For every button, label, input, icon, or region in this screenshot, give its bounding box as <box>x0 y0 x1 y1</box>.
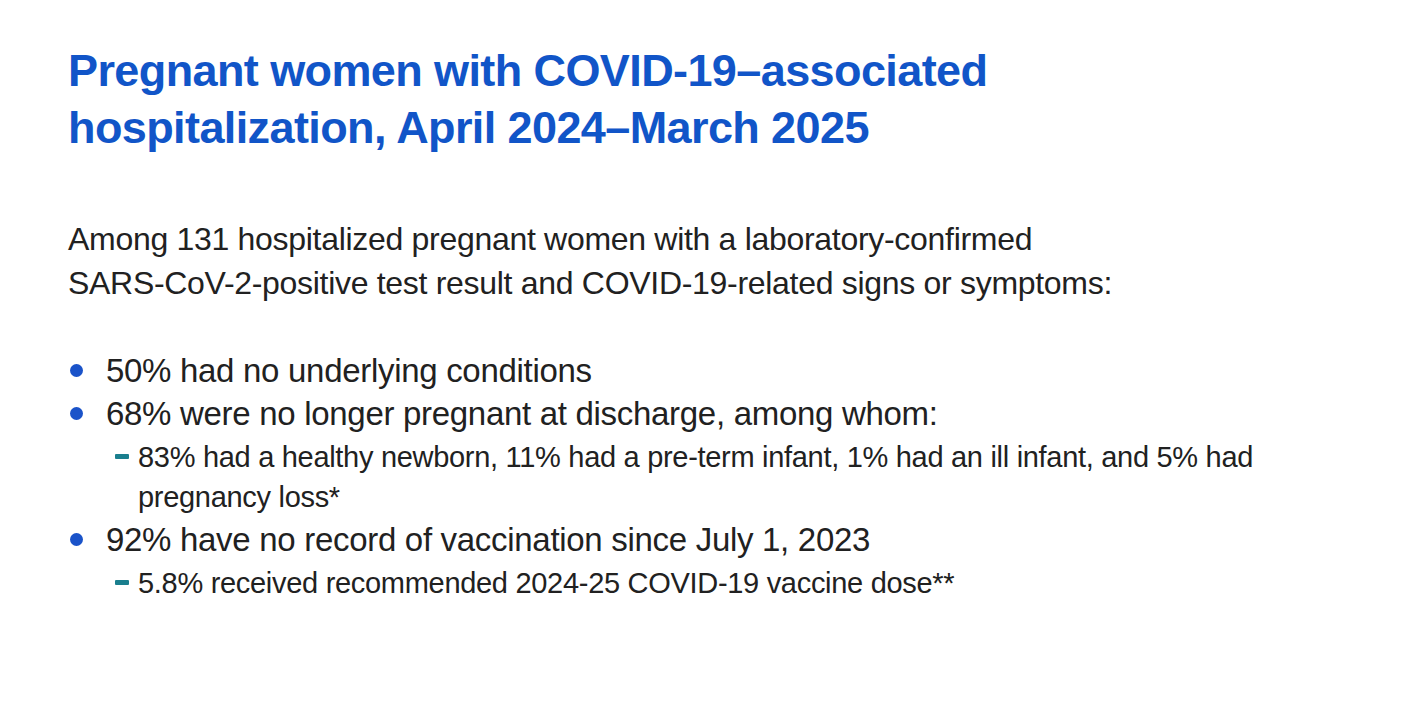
slide-title-line-2: hospitalization, April 2024–March 2025 <box>68 99 1364 156</box>
sub-bullet-text: 83% had a healthy newborn, 11% had a pre… <box>138 437 1323 517</box>
intro-line-1: Among 131 hospitalized pregnant women wi… <box>68 217 1364 261</box>
bullet-list: 50% had no underlying conditions 68% wer… <box>68 349 1364 604</box>
bullet-item: 92% have no record of vaccination since … <box>68 518 1364 561</box>
slide-title-line-1: Pregnant women with COVID-19–associated <box>68 42 1364 99</box>
bullet-text: 92% have no record of vaccination since … <box>106 518 870 561</box>
sub-bullet-text: 5.8% received recommended 2024-25 COVID-… <box>138 563 954 603</box>
bullet-item: 50% had no underlying conditions <box>68 349 1364 392</box>
sub-bullet-item: 5.8% received recommended 2024-25 COVID-… <box>68 561 1364 604</box>
dot-bullet-icon <box>70 364 83 377</box>
dash-bullet-icon <box>115 580 129 585</box>
dot-bullet-icon <box>70 407 83 420</box>
bullet-text: 50% had no underlying conditions <box>106 349 592 392</box>
dash-bullet-icon <box>115 454 129 459</box>
slide-title: Pregnant women with COVID-19–associated … <box>68 42 1364 156</box>
dot-bullet-icon <box>70 533 83 546</box>
bullet-item: 68% were no longer pregnant at discharge… <box>68 392 1364 435</box>
bullet-text: 68% were no longer pregnant at discharge… <box>106 392 938 435</box>
intro-paragraph: Among 131 hospitalized pregnant women wi… <box>68 217 1364 305</box>
intro-line-2: SARS-CoV-2-positive test result and COVI… <box>68 261 1364 305</box>
sub-bullet-item: 83% had a healthy newborn, 11% had a pre… <box>68 435 1364 518</box>
presentation-slide: Pregnant women with COVID-19–associated … <box>0 0 1404 709</box>
